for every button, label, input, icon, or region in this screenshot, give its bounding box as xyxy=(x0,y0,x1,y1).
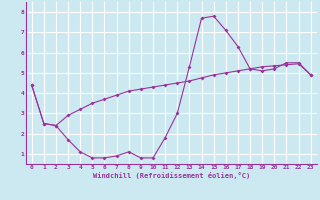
X-axis label: Windchill (Refroidissement éolien,°C): Windchill (Refroidissement éolien,°C) xyxy=(92,172,250,179)
